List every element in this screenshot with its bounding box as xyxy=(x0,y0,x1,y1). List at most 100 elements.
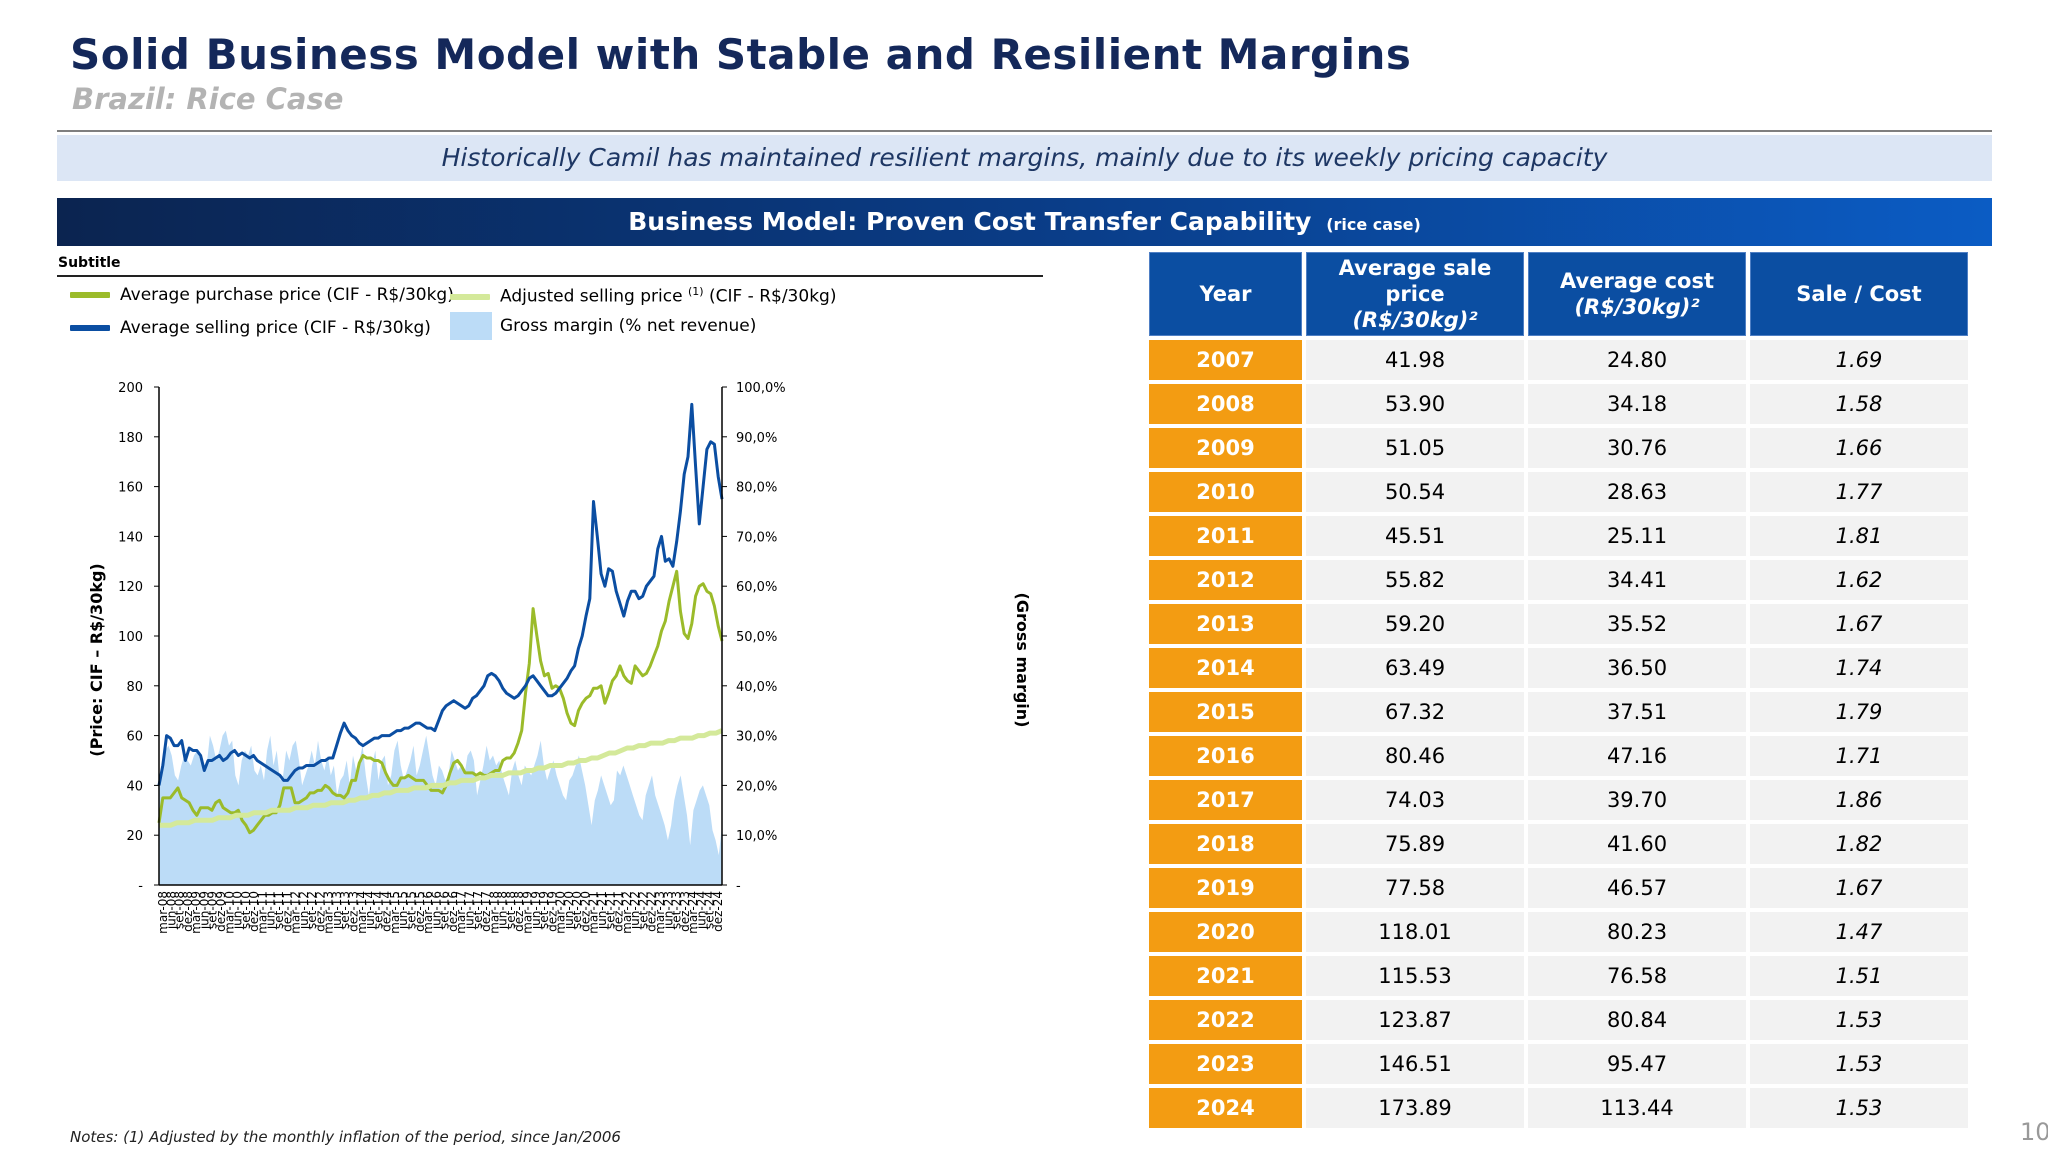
ratio-cell: 1.69 xyxy=(1750,340,1968,380)
x-tick-label: dez-08 xyxy=(181,891,195,932)
title-divider xyxy=(57,130,1992,132)
x-tick-label: jun-10 xyxy=(231,891,245,930)
year-cell: 2010 xyxy=(1149,472,1302,512)
cost-cell: 35.52 xyxy=(1528,604,1746,644)
sale-price-cell: 45.51 xyxy=(1306,516,1524,556)
year-cell: 2020 xyxy=(1149,912,1302,952)
y2-tick-label: 60,0% xyxy=(736,580,777,595)
header-year: Year xyxy=(1149,252,1302,336)
sale-price-cell: 50.54 xyxy=(1306,472,1524,512)
sale-price-cell: 173.89 xyxy=(1306,1088,1524,1128)
x-tick-label: dez-20 xyxy=(579,891,593,932)
year-cell: 2015 xyxy=(1149,692,1302,732)
year-cell: 2019 xyxy=(1149,868,1302,908)
table-row: 2009 51.05 30.76 1.66 xyxy=(1149,428,1968,468)
x-tick-label: mar-09 xyxy=(189,891,203,934)
x-tick-label: dez-22 xyxy=(645,891,659,932)
year-cell: 2024 xyxy=(1149,1088,1302,1128)
sale-price-cell: 51.05 xyxy=(1306,428,1524,468)
sale-price-cell: 118.01 xyxy=(1306,912,1524,952)
ratio-cell: 1.58 xyxy=(1750,384,1968,424)
x-tick-label: set-19 xyxy=(537,891,551,929)
header-avg-sale-price: Average sale price (R$/30kg)² xyxy=(1306,252,1524,336)
legend-label: Average selling price (CIF - R$/30kg) xyxy=(120,318,431,338)
table-row: 2010 50.54 28.63 1.77 xyxy=(1149,472,1968,512)
x-tick-label: mar-15 xyxy=(388,891,402,934)
y-tick-label: 40 xyxy=(126,779,143,794)
legend-swatch xyxy=(70,292,110,298)
table-row: 2017 74.03 39.70 1.86 xyxy=(1149,780,1968,820)
sale-price-cell: 115.53 xyxy=(1306,956,1524,996)
y2-tick-label: - xyxy=(736,879,741,894)
y-tick-label: - xyxy=(138,879,143,894)
y2-axis-label: (Gross margin) xyxy=(1013,593,1032,728)
price-cost-table: Year Average sale price (R$/30kg)² Averag… xyxy=(1145,248,1972,1132)
cost-cell: 25.11 xyxy=(1528,516,1746,556)
x-tick-label: dez-17 xyxy=(479,891,493,932)
cost-cell: 28.63 xyxy=(1528,472,1746,512)
y-tick-label: 120 xyxy=(118,580,143,595)
cost-cell: 76.58 xyxy=(1528,956,1746,996)
x-tick-label: mar-16 xyxy=(421,891,435,934)
x-tick-label: mar-21 xyxy=(587,891,601,934)
x-tick-label: dez-11 xyxy=(280,891,294,932)
table-row: 2020 118.01 80.23 1.47 xyxy=(1149,912,1968,952)
sale-price-cell: 146.51 xyxy=(1306,1044,1524,1084)
table-row: 2018 75.89 41.60 1.82 xyxy=(1149,824,1968,864)
x-tick-label: mar-13 xyxy=(322,891,336,934)
y2-tick-label: 30,0% xyxy=(736,730,777,745)
y2-tick-label: 20,0% xyxy=(736,779,777,794)
section-title: Business Model: Proven Cost Transfer Cap… xyxy=(628,207,1312,236)
x-tick-label: set-14 xyxy=(371,891,385,929)
sale-price-cell: 59.20 xyxy=(1306,604,1524,644)
x-tick-label: mar-12 xyxy=(289,891,303,934)
table-row: 2021 115.53 76.58 1.51 xyxy=(1149,956,1968,996)
x-tick-label: set-20 xyxy=(570,891,584,929)
table-row: 2024 173.89 113.44 1.53 xyxy=(1149,1088,1968,1128)
x-tick-label: set-09 xyxy=(206,891,220,929)
page-title: Solid Business Model with Stable and Res… xyxy=(70,30,1412,79)
y-tick-label: 160 xyxy=(118,481,143,496)
page-number: 10 xyxy=(2020,1118,2048,1146)
y2-tick-label: 80,0% xyxy=(736,481,777,496)
cost-cell: 41.60 xyxy=(1528,824,1746,864)
ratio-cell: 1.67 xyxy=(1750,604,1968,644)
table-row: 2022 123.87 80.84 1.53 xyxy=(1149,1000,1968,1040)
sale-price-cell: 80.46 xyxy=(1306,736,1524,776)
cost-cell: 34.18 xyxy=(1528,384,1746,424)
x-tick-label: set-11 xyxy=(272,891,286,929)
x-tick-label: mar-08 xyxy=(156,891,170,934)
year-cell: 2008 xyxy=(1149,384,1302,424)
y2-tick-label: 70,0% xyxy=(736,530,777,545)
x-tick-label: set-13 xyxy=(338,891,352,929)
x-tick-label: jun-12 xyxy=(297,891,311,930)
sale-price-cell: 55.82 xyxy=(1306,560,1524,600)
cost-cell: 95.47 xyxy=(1528,1044,1746,1084)
x-tick-label: mar-19 xyxy=(521,891,535,934)
x-tick-label: dez-09 xyxy=(214,891,228,932)
x-tick-label: dez-21 xyxy=(612,891,626,932)
table-row: 2008 53.90 34.18 1.58 xyxy=(1149,384,1968,424)
y2-tick-label: 90,0% xyxy=(736,431,777,446)
x-tick-label: dez-14 xyxy=(380,891,394,932)
cost-cell: 30.76 xyxy=(1528,428,1746,468)
cost-cell: 39.70 xyxy=(1528,780,1746,820)
year-cell: 2017 xyxy=(1149,780,1302,820)
x-tick-label: mar-23 xyxy=(653,891,667,934)
sale-price-cell: 75.89 xyxy=(1306,824,1524,864)
x-tick-label: set-15 xyxy=(405,891,419,929)
ratio-cell: 1.86 xyxy=(1750,780,1968,820)
table-row: 2011 45.51 25.11 1.81 xyxy=(1149,516,1968,556)
y2-tick-label: 40,0% xyxy=(736,680,777,695)
ratio-cell: 1.77 xyxy=(1750,472,1968,512)
x-tick-label: mar-17 xyxy=(454,891,468,934)
x-tick-label: mar-24 xyxy=(686,891,700,934)
purchase-price-line xyxy=(157,569,724,835)
legend-item-gross-margin: Gross margin (% net revenue) xyxy=(450,312,756,340)
y-tick-label: 180 xyxy=(118,431,143,446)
x-tick-label: jun-24 xyxy=(694,891,708,930)
x-tick-label: mar-11 xyxy=(255,891,269,934)
x-tick-label: set-17 xyxy=(471,891,485,929)
ratio-cell: 1.79 xyxy=(1750,692,1968,732)
legend-label: Adjusted selling price xyxy=(500,286,683,307)
